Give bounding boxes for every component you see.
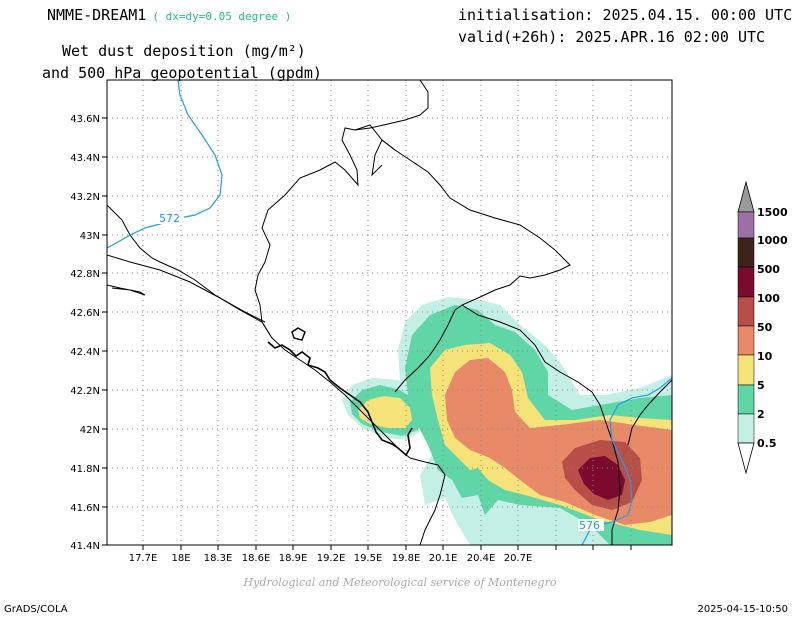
border-line: [627, 379, 672, 446]
lon-label: 20.1E: [429, 553, 458, 564]
resolution-label: ( dx=dy=0.05 degree ): [152, 10, 292, 23]
dust-field: [342, 297, 672, 545]
border-line: [254, 80, 429, 336]
lon-label: 18.3E: [204, 553, 233, 564]
legend-label: 1000: [757, 234, 788, 247]
border-line: [461, 304, 621, 545]
contour-label-576: 576: [579, 519, 600, 532]
legend-swatch: [737, 237, 755, 268]
footer-software: GrADS/COLA: [4, 604, 68, 615]
legend-label: 5: [757, 379, 765, 392]
contour-572: [107, 80, 223, 249]
border-line: [354, 124, 571, 311]
borders: [107, 80, 672, 545]
lon-axis: [142, 545, 632, 550]
border-line: [394, 309, 456, 393]
variable-title-line2: and 500 hPa geopotential (gpdm): [42, 64, 322, 82]
border-line: [409, 457, 446, 545]
legend-label: 500: [757, 263, 780, 276]
lat-label: 41.8N: [70, 464, 100, 475]
lon-labels: 17.7E 18E 18.3E 18.6E 18.9E 19.2E 19.5E …: [129, 553, 533, 564]
color-legend: [737, 180, 755, 475]
legend-labels: 1500 1000 500 100 50 10 5 2 0.5: [757, 206, 788, 450]
legend-swatch: [737, 266, 755, 298]
lon-label: 18.6E: [242, 553, 271, 564]
variable-title-line1: Wet dust deposition (mg/m²): [62, 42, 306, 60]
lon-label: 20.4E: [467, 553, 496, 564]
lat-label: 42.6N: [70, 308, 100, 319]
lat-label: 43.4N: [70, 153, 100, 164]
coastline: [291, 327, 306, 341]
lon-label: 17.7E: [129, 553, 158, 564]
lon-label: 18.9E: [279, 553, 308, 564]
legend-label: 0.5: [757, 437, 777, 450]
initialisation-time: initialisation: 2025.04.15. 00:00 UTC: [458, 6, 793, 24]
legend-label: 10: [757, 350, 773, 363]
lon-label: 19.2E: [317, 553, 346, 564]
lat-label: 42.8N: [70, 269, 100, 280]
legend-swatch: [737, 296, 755, 327]
legend-label: 50: [757, 321, 773, 334]
lon-label: 19.5E: [354, 553, 383, 564]
legend-swatch: [737, 325, 755, 356]
legend-swatch: [737, 413, 755, 444]
lat-label: 43.6N: [70, 114, 100, 125]
border-line: [371, 139, 396, 177]
contour-label-572: 572: [159, 212, 180, 225]
lat-label: 43N: [80, 231, 100, 242]
lat-label: 42N: [80, 425, 100, 436]
lat-label: 41.6N: [70, 503, 100, 514]
legend-swatch: [737, 384, 755, 415]
legend-label: 1500: [757, 206, 788, 219]
dust-shade-100: [578, 456, 625, 500]
lat-axis: [102, 117, 107, 546]
legend-label: 2: [757, 408, 765, 421]
coastline: [267, 341, 413, 457]
contour-label-bg: [158, 212, 184, 224]
border-line: [107, 254, 266, 323]
model-title: NMME-DREAM1 ( dx=dy=0.05 degree ): [47, 6, 291, 24]
lat-lon-grid: [107, 80, 672, 545]
lon-label: 20.7E: [504, 553, 533, 564]
border-line: [107, 284, 146, 296]
model-name: NMME-DREAM1: [47, 6, 147, 24]
legend-swatch: [737, 354, 755, 386]
lat-labels: 43.6N 43.4N 43.2N 43N 42.8N 42.6N 42.4N …: [70, 114, 100, 552]
credit-line: Hydrological and Meteorological service …: [243, 576, 557, 589]
lat-label: 42.4N: [70, 347, 100, 358]
lat-label: 42.2N: [70, 386, 100, 397]
lon-label: 18E: [171, 553, 190, 564]
lon-label: 19.8E: [392, 553, 421, 564]
lat-label: 43.2N: [70, 192, 100, 203]
contour-label-bg: [578, 519, 604, 531]
valid-time: valid(+26h): 2025.APR.16 02:00 UTC: [458, 28, 766, 46]
footer-timestamp: 2025-04-15-10:50: [697, 604, 788, 615]
lat-label: 41.4N: [70, 541, 100, 552]
legend-cap-bottom: [737, 442, 755, 475]
legend-label: 100: [757, 292, 780, 305]
legend-swatch: [737, 211, 755, 239]
legend-cap-top: [737, 180, 755, 213]
